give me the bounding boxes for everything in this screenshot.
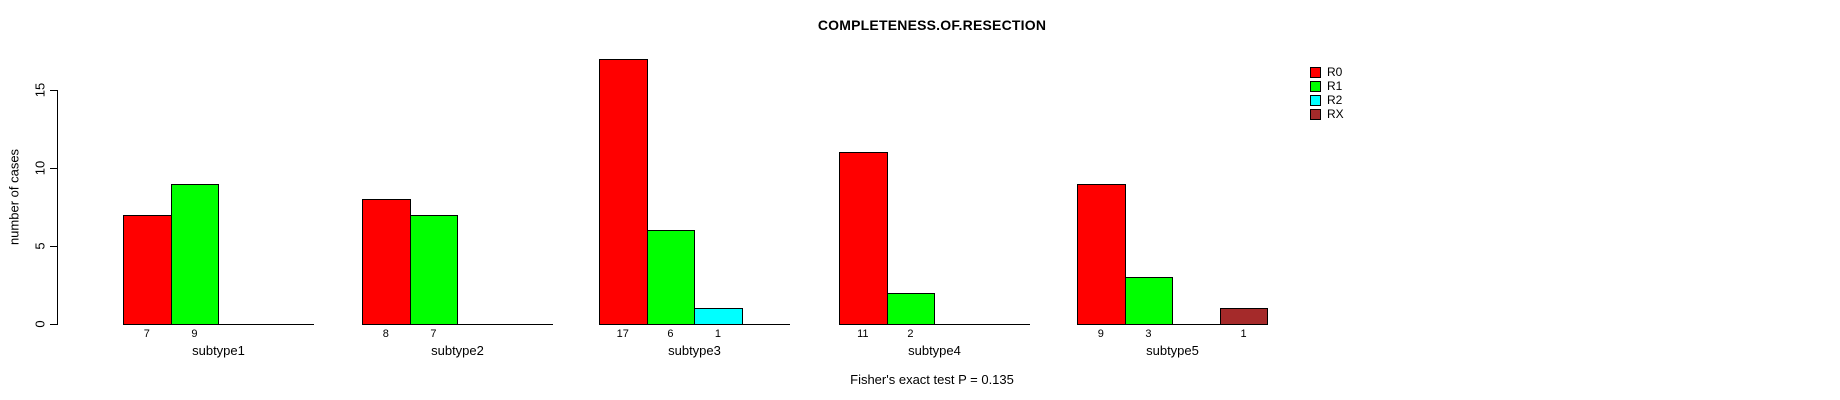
- bar-r1-subtype3: [646, 230, 696, 325]
- bar-value-label: 1: [714, 328, 722, 340]
- legend-swatch-r1: [1310, 80, 1321, 92]
- annotation-caption: Fisher's exact test P = 0.135: [850, 372, 1014, 387]
- bar-r0-subtype1: [123, 214, 172, 325]
- legend-label-rx: RX: [1327, 107, 1344, 121]
- y-axis-tick: [50, 90, 57, 91]
- bar-value-label: 3: [1145, 328, 1152, 340]
- y-axis: [57, 90, 58, 325]
- bar-rx-subtype5: [1219, 308, 1269, 325]
- category-label-subtype2: subtype2: [431, 343, 484, 358]
- y-axis-tick-label: 15: [32, 82, 48, 98]
- bar-value-label: 7: [143, 328, 150, 340]
- y-axis-tick-label: 0: [32, 320, 48, 328]
- bar-r1-subtype2: [409, 214, 459, 325]
- bar-value-label: 17: [616, 328, 629, 340]
- y-axis-tick: [50, 168, 57, 169]
- chart-title: COMPLETENESS.OF.RESECTION: [817, 17, 1047, 33]
- y-axis-title: number of cases: [6, 148, 22, 246]
- legend: R0 R1 R2 RX: [1310, 66, 1344, 120]
- legend-item-r1: R1: [1310, 80, 1344, 92]
- bar-r0-subtype2: [362, 199, 411, 325]
- legend-label-r0: R0: [1327, 65, 1343, 79]
- bar-r1-subtype1: [170, 183, 220, 325]
- legend-label-r1: R1: [1327, 79, 1343, 93]
- y-axis-tick: [50, 246, 57, 247]
- category-label-subtype4: subtype4: [908, 343, 961, 358]
- bar-r0-subtype3: [599, 58, 648, 325]
- bar-value-label: 6: [667, 328, 674, 340]
- legend-item-r0: R0: [1310, 66, 1344, 78]
- bar-value-label: 8: [382, 328, 389, 340]
- bar-value-label: 11: [857, 328, 869, 340]
- bar-value-label: 1: [1240, 328, 1247, 340]
- legend-label-r2: R2: [1327, 93, 1343, 107]
- y-axis-tick-label: 5: [32, 242, 48, 250]
- bar-r1-subtype5: [1124, 277, 1174, 325]
- category-label-subtype5: subtype5: [1146, 343, 1199, 358]
- bar-value-label: 7: [430, 328, 437, 340]
- legend-item-r2: R2: [1310, 94, 1344, 106]
- category-label-subtype1: subtype1: [192, 343, 245, 358]
- bar-r2-subtype3: [694, 308, 743, 325]
- bar-r1-subtype4: [886, 292, 936, 325]
- y-axis-tick-label: 10: [32, 160, 48, 176]
- bar-value-label: 2: [907, 328, 914, 340]
- category-label-subtype3: subtype3: [668, 343, 721, 358]
- bar-r0-subtype5: [1077, 183, 1126, 325]
- bar-r0-subtype4: [839, 152, 888, 325]
- legend-swatch-r2: [1310, 94, 1321, 106]
- legend-swatch-rx: [1310, 108, 1321, 120]
- y-axis-tick: [50, 324, 57, 325]
- legend-swatch-r0: [1310, 66, 1321, 78]
- legend-item-rx: RX: [1310, 108, 1344, 120]
- bar-value-label: 9: [191, 328, 198, 340]
- bar-value-label: 9: [1097, 328, 1104, 340]
